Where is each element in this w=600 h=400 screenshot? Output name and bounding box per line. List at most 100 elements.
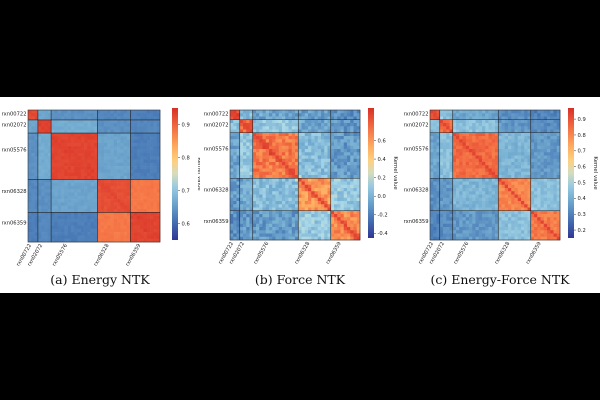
heatmap-cell <box>272 158 276 163</box>
heatmap-cell <box>230 149 234 153</box>
heatmap-cell <box>120 110 124 114</box>
heatmap-cell <box>246 113 250 117</box>
heatmap-cell <box>524 236 528 241</box>
heatmap-cell <box>498 129 502 134</box>
heatmap-cell <box>233 145 237 150</box>
heatmap-cell <box>311 116 315 121</box>
heatmap-cell <box>436 233 441 238</box>
heatmap-cell <box>317 152 322 156</box>
heatmap-cell <box>54 202 58 206</box>
heatmap-cell <box>233 126 237 130</box>
heatmap-cell <box>156 169 161 173</box>
heatmap-cell <box>324 233 328 238</box>
heatmap-cell <box>433 210 437 215</box>
heatmap-cell <box>282 194 286 199</box>
heatmap-cell <box>343 223 348 228</box>
heatmap-cell <box>103 205 108 210</box>
heatmap-cell <box>433 191 437 195</box>
heatmap-cell <box>133 166 138 170</box>
heatmap-cell <box>514 227 519 231</box>
heatmap-cell <box>439 201 444 205</box>
heatmap-cell <box>265 158 270 163</box>
heatmap-cell <box>80 192 85 197</box>
heatmap-cell <box>34 136 39 140</box>
heatmap-cell <box>100 238 105 243</box>
heatmap-cell <box>485 132 489 137</box>
heatmap-cell <box>230 220 234 225</box>
heatmap-cell <box>133 232 138 236</box>
heatmap-cell <box>70 235 75 239</box>
heatmap-cell <box>324 116 328 121</box>
heatmap-cell <box>314 181 319 186</box>
heatmap-cell <box>113 179 118 183</box>
heatmap-cell <box>239 165 244 169</box>
heatmap-cell <box>517 214 522 218</box>
heatmap-cell <box>127 176 131 180</box>
heatmap-cell <box>41 225 45 230</box>
heatmap-cell <box>295 123 299 127</box>
panel-energy-ntk: rxn00722 rxn02072 rxn05576 rxn06328 rxn06359… <box>0 97 200 293</box>
heatmap-cell <box>34 212 39 216</box>
heatmap-cell <box>550 181 554 186</box>
heatmap-cell <box>508 194 512 199</box>
heatmap-cell <box>478 129 483 134</box>
heatmap-cell <box>452 178 457 182</box>
heatmap-cell <box>543 217 548 221</box>
heatmap-cell <box>246 230 250 234</box>
heatmap-cell <box>249 181 254 186</box>
heatmap-cell <box>243 236 247 241</box>
heatmap-cell <box>298 178 302 182</box>
heatmap-cell <box>311 142 315 147</box>
heatmap-cell <box>275 227 280 231</box>
heatmap-cell <box>327 236 332 241</box>
heatmap-cell <box>97 119 101 124</box>
heatmap-cell <box>472 132 476 137</box>
heatmap-cell <box>90 218 95 223</box>
heatmap-cell <box>269 214 273 218</box>
heatmap-cell <box>469 175 473 179</box>
heatmap-cell <box>439 132 444 137</box>
heatmap-cell <box>243 139 247 143</box>
heatmap-cell <box>57 169 62 173</box>
heatmap-cell <box>146 218 151 223</box>
heatmap-cell <box>443 188 447 192</box>
heatmap-cell <box>478 149 483 153</box>
heatmap-cell <box>508 123 512 127</box>
heatmap-cell <box>249 168 254 173</box>
heatmap-cell <box>265 191 270 195</box>
heatmap-cell <box>317 132 322 137</box>
heatmap-cell <box>485 152 489 156</box>
heatmap-cell <box>514 139 519 143</box>
heatmap-cell <box>353 236 358 241</box>
heatmap-cell <box>120 238 124 243</box>
heatmap-cell <box>239 178 244 182</box>
heatmap-cell <box>110 218 115 223</box>
heatmap-cell <box>243 194 247 199</box>
heatmap-cell <box>482 201 486 205</box>
heatmap-cell <box>249 136 254 140</box>
heatmap-cell <box>236 214 241 218</box>
heatmap-cell <box>534 168 538 173</box>
heatmap-cell <box>488 184 493 189</box>
heatmap-cell <box>146 215 151 220</box>
heatmap-cell <box>61 238 65 243</box>
heatmap-cell <box>265 178 270 182</box>
heatmap-cell <box>343 181 348 186</box>
heatmap-cell <box>462 230 467 234</box>
heatmap-cell <box>556 126 561 130</box>
heatmap-cell <box>462 152 467 156</box>
heatmap-cell <box>262 194 267 199</box>
heatmap-cell <box>57 205 62 210</box>
heatmap-cell <box>123 136 128 140</box>
heatmap-cell <box>278 155 283 160</box>
heatmap-cell <box>230 155 234 160</box>
heatmap-cell <box>311 129 315 134</box>
heatmap-cell <box>334 188 338 192</box>
heatmap-cell <box>456 126 460 130</box>
heatmap-cell <box>278 223 283 228</box>
heatmap-cell <box>146 238 151 243</box>
heatmap-cell <box>465 207 470 212</box>
heatmap-cell <box>350 113 354 117</box>
heatmap-cell <box>343 171 348 176</box>
heatmap-cell <box>291 204 296 208</box>
